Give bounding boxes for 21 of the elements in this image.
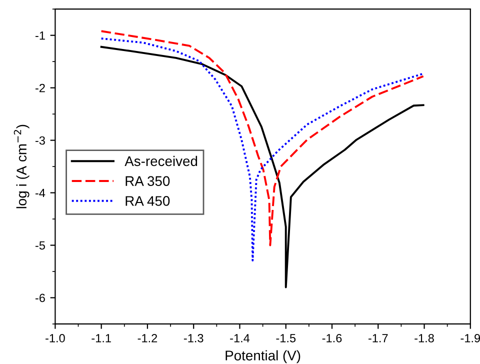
x-tick-label: -1.2 (138, 334, 158, 342)
x-tick-label: -1.5 (276, 334, 296, 342)
legend-label: As-received (124, 156, 198, 166)
x-tick-label: -1.8 (414, 334, 434, 342)
y-axis-title: log i (A cm$^{−2}$) (14, 124, 30, 208)
x-tick-label: -1.4 (230, 334, 250, 342)
legend-label: RA 450 (126, 196, 170, 206)
y-tick-label: -3 (36, 136, 45, 145)
x-axis-title: Potential (V) (226, 350, 300, 364)
y-tick-label: -5 (36, 241, 45, 250)
y-tick-label: -1 (36, 31, 45, 40)
y-tick-label: -4 (36, 188, 46, 198)
x-tick-label: -1.3 (184, 334, 204, 342)
x-tick-label: -1.6 (322, 334, 342, 342)
x-tick-label: -1.7 (368, 334, 388, 342)
legend-label: RA 350 (126, 176, 170, 186)
x-tick-label: -1.0 (46, 334, 65, 342)
y-tick-label: -2 (36, 84, 45, 92)
x-tick-label: -1.1 (92, 334, 111, 342)
y-tick-label: -6 (36, 294, 45, 302)
x-tick-label: -1.9 (460, 334, 480, 342)
